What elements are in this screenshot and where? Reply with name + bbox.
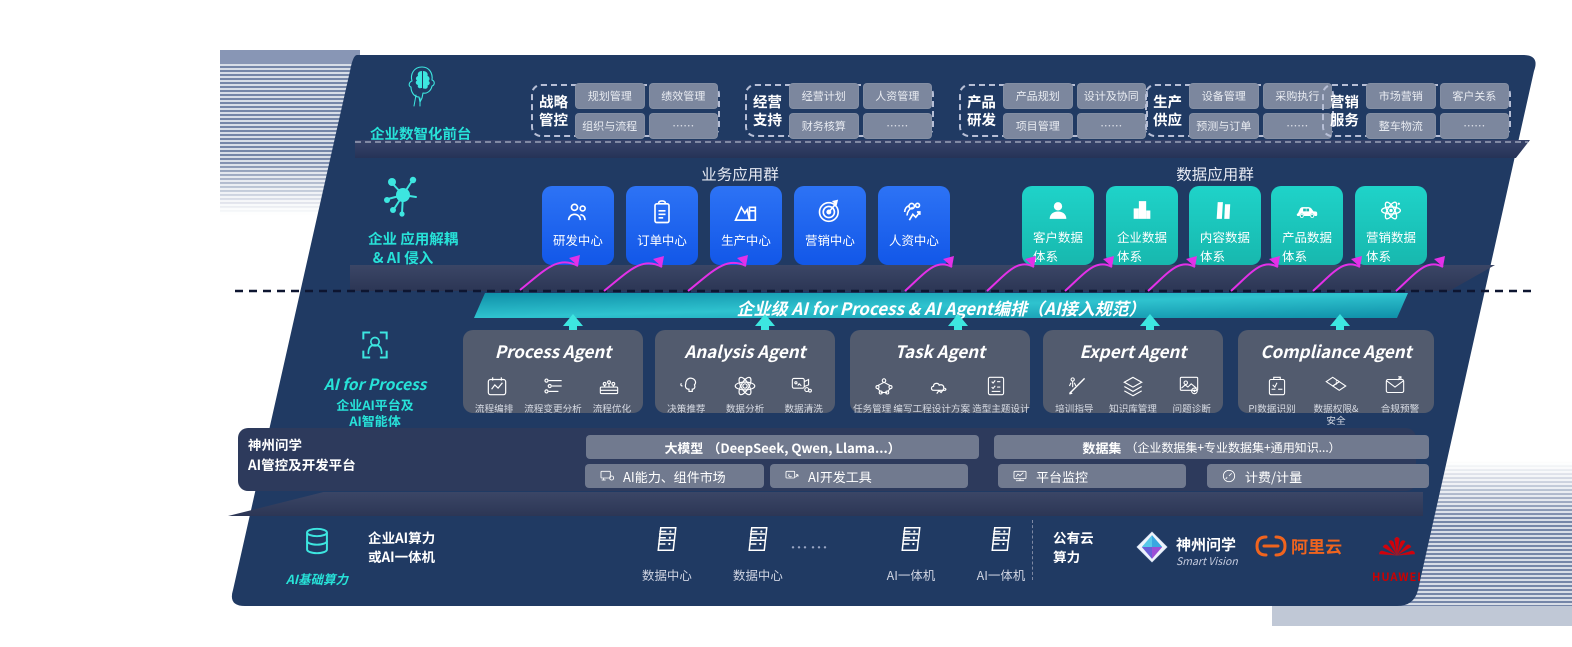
- svg-text:P: P: [1335, 377, 1339, 387]
